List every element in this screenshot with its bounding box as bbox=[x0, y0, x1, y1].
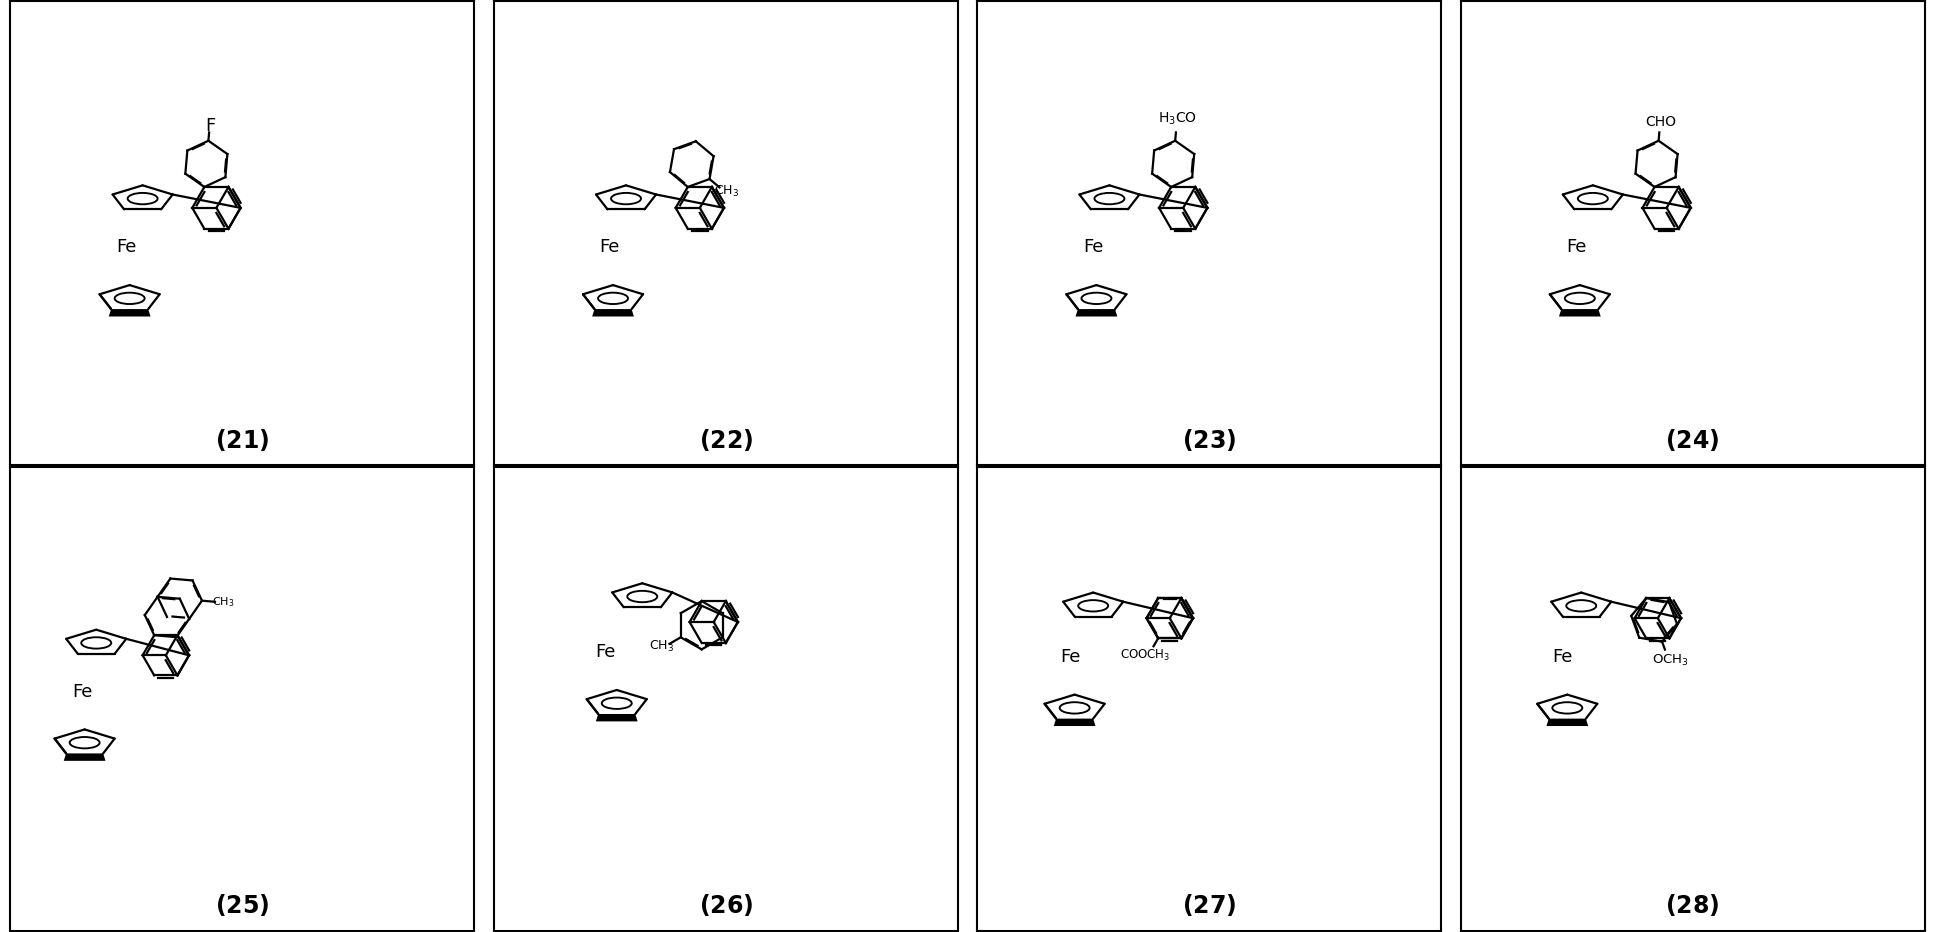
Text: OCH$_3$: OCH$_3$ bbox=[1652, 652, 1689, 667]
Text: $\mathbf{(27)}$: $\mathbf{(27)}$ bbox=[1182, 892, 1236, 918]
Text: $\mathbf{(25)}$: $\mathbf{(25)}$ bbox=[215, 892, 269, 918]
Text: $\mathbf{(28)}$: $\mathbf{(28)}$ bbox=[1666, 892, 1720, 918]
Text: F: F bbox=[205, 116, 215, 135]
Text: Fe: Fe bbox=[1060, 648, 1080, 665]
Polygon shape bbox=[1546, 719, 1589, 726]
Text: Fe: Fe bbox=[72, 682, 93, 701]
Text: Fe: Fe bbox=[1567, 239, 1587, 256]
Polygon shape bbox=[64, 753, 106, 761]
Polygon shape bbox=[592, 309, 635, 317]
Text: Fe: Fe bbox=[116, 239, 137, 256]
Text: H$_3$CO: H$_3$CO bbox=[1159, 110, 1198, 127]
Text: Fe: Fe bbox=[594, 643, 615, 661]
Text: $\mathbf{(26)}$: $\mathbf{(26)}$ bbox=[699, 892, 753, 918]
Text: $\mathbf{(22)}$: $\mathbf{(22)}$ bbox=[699, 427, 753, 453]
Polygon shape bbox=[596, 714, 639, 721]
Polygon shape bbox=[1055, 719, 1095, 726]
Text: $\mathbf{(23)}$: $\mathbf{(23)}$ bbox=[1182, 427, 1236, 453]
Text: CH$_3$: CH$_3$ bbox=[648, 638, 673, 653]
Text: $\mathbf{(21)}$: $\mathbf{(21)}$ bbox=[215, 427, 269, 453]
Text: Fe: Fe bbox=[1084, 239, 1103, 256]
Text: $\mathbf{(24)}$: $\mathbf{(24)}$ bbox=[1666, 427, 1720, 453]
Polygon shape bbox=[1560, 309, 1600, 317]
Polygon shape bbox=[108, 309, 151, 317]
Text: COOCH$_3$: COOCH$_3$ bbox=[1120, 648, 1171, 663]
Text: CH$_3$: CH$_3$ bbox=[714, 184, 739, 199]
Text: CHO: CHO bbox=[1645, 116, 1676, 130]
Text: Fe: Fe bbox=[1552, 648, 1573, 665]
Polygon shape bbox=[1076, 309, 1116, 317]
Text: CH$_3$: CH$_3$ bbox=[211, 596, 234, 610]
Text: Fe: Fe bbox=[600, 239, 619, 256]
